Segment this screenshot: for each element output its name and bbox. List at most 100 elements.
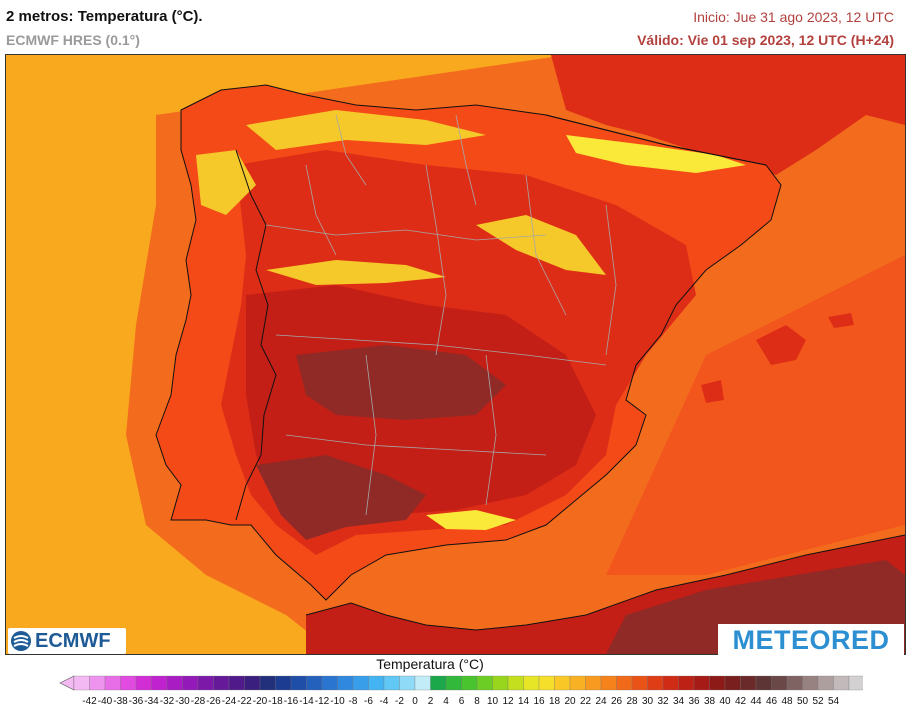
- legend-swatch: [569, 675, 586, 691]
- legend-tick-label: -28: [191, 696, 206, 707]
- legend-tick-label: 50: [797, 696, 809, 707]
- ecmwf-logo-icon: [11, 631, 31, 651]
- legend-swatch: [228, 675, 245, 691]
- portugal-border: [235, 149, 277, 521]
- legend-swatch: [507, 675, 524, 691]
- legend-tick-label: -12: [315, 696, 330, 707]
- legend-tick-label: 0: [412, 696, 418, 707]
- legend-swatch: [352, 675, 369, 691]
- legend-tick-label: -22: [237, 696, 252, 707]
- legend-tick-label: 46: [766, 696, 778, 707]
- legend-tick-label: -6: [364, 696, 373, 707]
- legend-tick-label: 42: [735, 696, 747, 707]
- legend-tick-label: -26: [206, 696, 221, 707]
- legend-swatch: [662, 675, 679, 691]
- region-border-5: [605, 204, 617, 356]
- legend-tick-label: 48: [781, 696, 793, 707]
- legend-swatch: [275, 675, 292, 691]
- legend-tick-label: 44: [750, 696, 762, 707]
- legend-tick-label: -2: [395, 696, 404, 707]
- legend-swatch: [399, 675, 416, 691]
- legend-tick-label: 34: [673, 696, 685, 707]
- legend-swatch: [135, 675, 152, 691]
- legend-swatch: [244, 675, 261, 691]
- legend-tick-label: 6: [459, 696, 465, 707]
- region-border-2: [305, 164, 337, 256]
- region-border-10: [335, 114, 367, 186]
- legend-swatch: [492, 675, 509, 691]
- legend-tick-label: 32: [657, 696, 669, 707]
- menorca-island: [828, 313, 854, 328]
- legend-swatch: [755, 675, 772, 691]
- legend-tick-label: 26: [611, 696, 623, 707]
- region-border-11: [455, 114, 477, 206]
- legend-tick-label: -36: [129, 696, 144, 707]
- legend-tick-label: 14: [518, 696, 530, 707]
- legend-tick-label: -30: [175, 696, 190, 707]
- legend-swatch: [523, 675, 540, 691]
- legend-swatch: [89, 675, 106, 691]
- legend-swatch: [120, 675, 137, 691]
- legend-tick-label: -10: [330, 696, 345, 707]
- legend-swatch: [631, 675, 648, 691]
- legend-tick-label: -32: [160, 696, 175, 707]
- legend-swatch: [104, 675, 121, 691]
- legend-tick-label: -38: [113, 696, 128, 707]
- legend-tick-label: -20: [253, 696, 268, 707]
- legend-swatch: [802, 675, 819, 691]
- pyrenees-mountains: [566, 135, 746, 173]
- legend-tick-label: -4: [380, 696, 389, 707]
- legend-swatch: [414, 675, 431, 691]
- legend-tick-label: -16: [284, 696, 299, 707]
- mediterranean-sea-east: [606, 255, 905, 575]
- regional-borders: [265, 114, 617, 516]
- legend-swatch: [337, 675, 354, 691]
- legend-swatch: [600, 675, 617, 691]
- legend-tick-label: 52: [812, 696, 824, 707]
- legend-tick-label: 8: [474, 696, 480, 707]
- legend-tick-label: 22: [580, 696, 592, 707]
- legend-swatch: [182, 675, 199, 691]
- legend-swatch: [213, 675, 230, 691]
- region-border-6: [275, 334, 607, 366]
- temperature-map[interactable]: [5, 54, 906, 655]
- valid-time: Válido: Vie 01 sep 2023, 12 UTC (H+24): [637, 32, 894, 48]
- legend-swatch: [647, 675, 664, 691]
- legend-swatch: [368, 675, 385, 691]
- central-hottest-zone: [296, 345, 506, 420]
- legend-tick-label: -18: [268, 696, 283, 707]
- legend-tick-label: 28: [626, 696, 638, 707]
- legend-swatch: [383, 675, 400, 691]
- legend-swatch: [166, 675, 183, 691]
- legend-tick-label: -34: [144, 696, 159, 707]
- legend-swatch: [73, 675, 90, 691]
- france-border: [545, 114, 767, 166]
- central-system-mountains: [266, 260, 446, 285]
- legend-swatch: [833, 675, 850, 691]
- legend-swatch: [585, 675, 602, 691]
- ecmwf-logo-text: ECMWF: [35, 629, 111, 652]
- legend-swatch: [430, 675, 447, 691]
- region-border-9: [485, 354, 497, 506]
- legend-tick-label: 10: [487, 696, 499, 707]
- legend-tick-label: 20: [564, 696, 576, 707]
- legend-tick-label: 18: [549, 696, 561, 707]
- cantabrian-mountains: [246, 110, 486, 150]
- legend-tick-label: -42: [82, 696, 97, 707]
- ecmwf-logo: ECMWF: [8, 628, 126, 654]
- region-border-8: [365, 354, 377, 516]
- legend-swatch: [306, 675, 323, 691]
- map-title: 2 metros: Temperatura (°C).: [6, 8, 203, 25]
- legend-tick-label: 54: [828, 696, 840, 707]
- legend-tick-label: 38: [704, 696, 716, 707]
- legend-tick-label: 40: [719, 696, 731, 707]
- region-border-4: [525, 174, 567, 316]
- legend-swatch: [554, 675, 571, 691]
- legend-tick-label: 30: [642, 696, 654, 707]
- legend-tick-label: -8: [349, 696, 358, 707]
- guadalquivir-hottest-zone: [256, 455, 426, 540]
- france-land: [551, 55, 905, 175]
- legend-swatch: [848, 675, 863, 691]
- legend-swatch: [197, 675, 214, 691]
- legend-swatch: [817, 675, 834, 691]
